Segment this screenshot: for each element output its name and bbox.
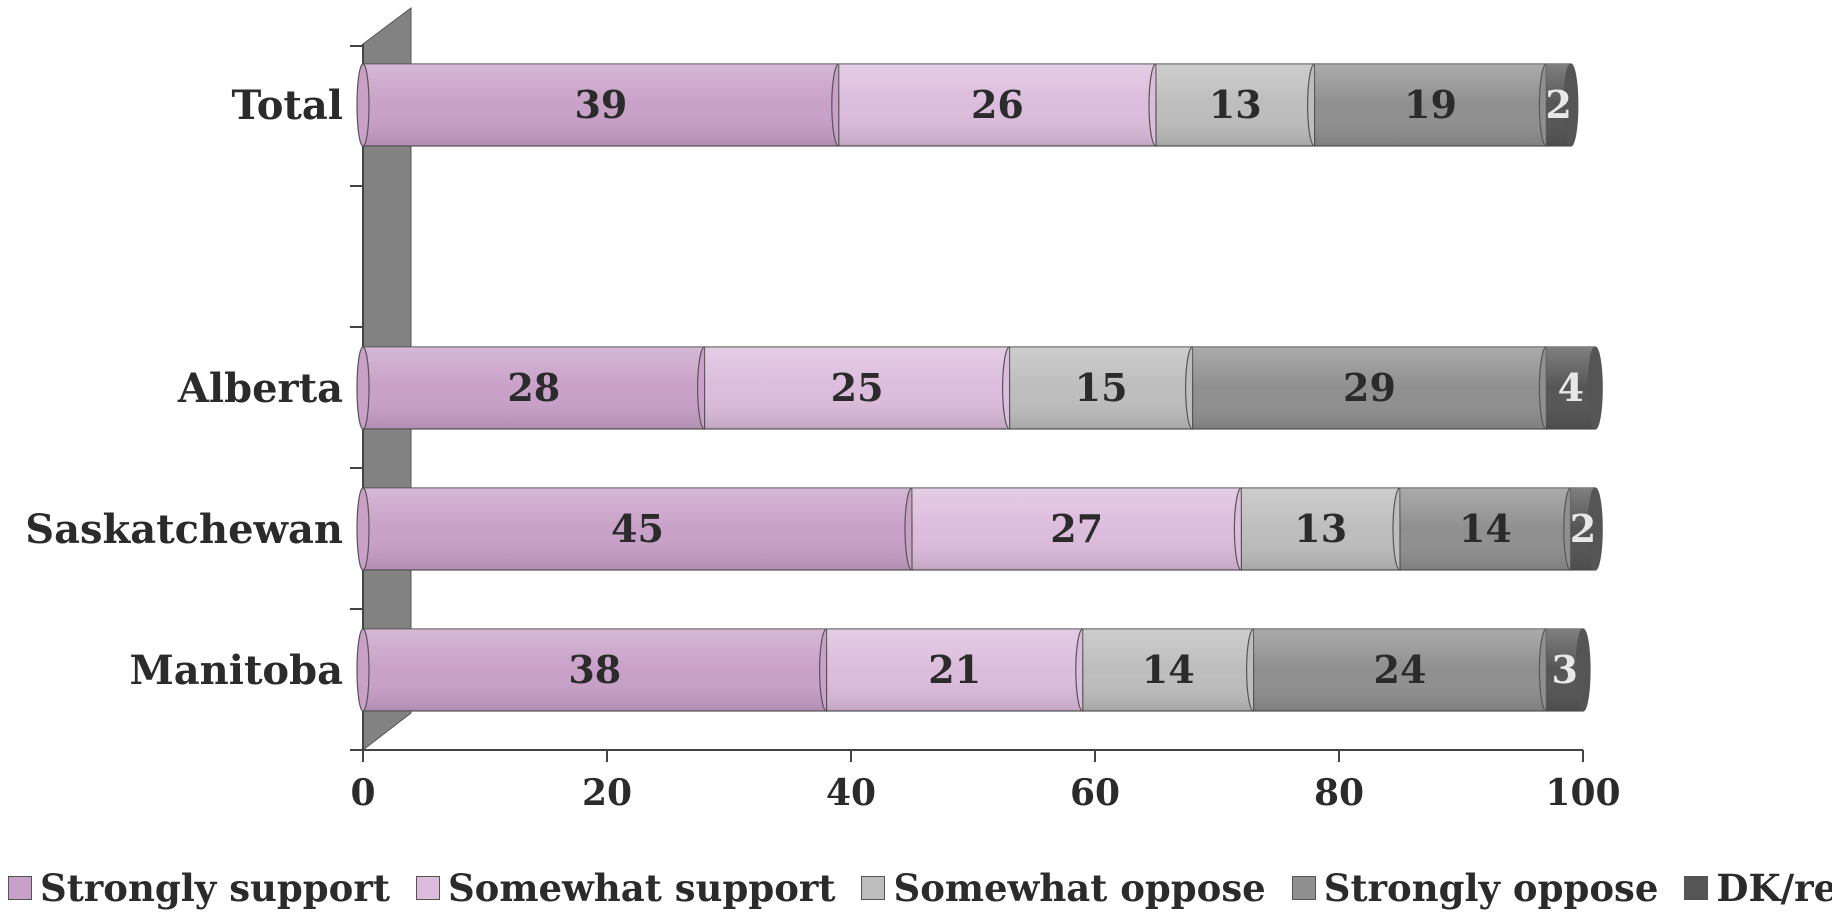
legend-label-somewhat-oppose: Somewhat oppose [893, 866, 1266, 910]
legend-swatch-somewhat-oppose [861, 876, 886, 900]
bar-total-dk-ref-cap [1563, 63, 1579, 147]
bar-alberta-dk-ref-cap [1587, 346, 1603, 430]
data-label-total-strongly-support: 39 [574, 82, 627, 127]
category-label-alberta: Alberta [177, 365, 343, 412]
bar-saskatchewan-start-cap [356, 487, 370, 571]
bar-row-saskatchewan: 45 27 13 14 2 [356, 487, 1603, 571]
legend-item-strongly-oppose: Strongly oppose [1291, 866, 1659, 910]
data-label-saskatchewan-strongly-oppose: 14 [1459, 506, 1512, 551]
stacked-bar-chart: 39 26 13 19 2 28 25 15 29 4 45 27 13 14 2 38 21 14 24 3 Tot… [25, 7, 1621, 814]
x-axis: 0 20 40 60 80 100 [350, 749, 1621, 814]
data-label-alberta-somewhat-oppose: 15 [1075, 365, 1128, 410]
data-label-saskatchewan-strongly-support: 45 [611, 506, 664, 551]
bar-alberta-strongly-support-shading [363, 347, 705, 429]
bar-total-start-cap [356, 63, 370, 147]
legend-swatch-strongly-oppose [1291, 876, 1316, 900]
legend-swatch-strongly-support [8, 876, 32, 900]
bar-saskatchewan-dk-ref-cap [1587, 487, 1603, 571]
x-tick-label-40: 40 [826, 772, 876, 814]
legend-label-strongly-support: Strongly support [40, 866, 390, 910]
data-label-saskatchewan-somewhat-support: 27 [1050, 506, 1103, 551]
data-label-alberta-strongly-support: 28 [507, 365, 560, 410]
data-label-saskatchewan-dk-ref: 2 [1570, 506, 1596, 551]
bar-manitoba-somewhat-support-shading [826, 629, 1083, 711]
data-label-total-somewhat-oppose: 13 [1209, 82, 1262, 127]
bar-saskatchewan-strongly-oppose-shading [1400, 488, 1571, 570]
legend-item-dk-ref: DK/ref [1684, 866, 1832, 910]
data-label-saskatchewan-somewhat-oppose: 13 [1294, 506, 1347, 551]
legend-label-somewhat-support: Somewhat support [447, 866, 836, 910]
x-tick-label-60: 60 [1070, 772, 1120, 814]
data-label-manitoba-somewhat-support: 21 [928, 647, 981, 692]
category-label-saskatchewan: Saskatchewan [25, 506, 343, 553]
legend-swatch-dk-ref [1684, 876, 1709, 900]
legend-label-dk-ref: DK/ref [1716, 866, 1832, 910]
bar-row-manitoba: 38 21 14 24 3 [356, 628, 1591, 712]
data-label-alberta-strongly-oppose: 29 [1343, 365, 1396, 410]
data-label-manitoba-strongly-oppose: 24 [1374, 647, 1427, 692]
bar-saskatchewan-somewhat-oppose-shading [1241, 488, 1400, 570]
data-label-total-strongly-oppose: 19 [1404, 82, 1457, 127]
bar-manitoba-dk-ref-cap [1575, 628, 1591, 712]
data-label-manitoba-somewhat-oppose: 14 [1142, 647, 1195, 692]
category-label-manitoba: Manitoba [129, 647, 343, 694]
data-label-alberta-somewhat-support: 25 [831, 365, 884, 410]
legend-item-strongly-support: Strongly support [8, 866, 390, 910]
x-tick-label-0: 0 [350, 772, 375, 814]
bar-total-strongly-support-shading [363, 64, 839, 146]
bar-alberta-somewhat-oppose-shading [1009, 347, 1193, 429]
legend-swatch-somewhat-support [415, 876, 440, 900]
x-tick-label-80: 80 [1314, 772, 1364, 814]
category-labels: Total Alberta Saskatchewan Manitoba [25, 82, 343, 694]
bar-alberta-strongly-oppose-shading [1192, 347, 1547, 429]
bar-manitoba-strongly-support-shading [363, 629, 827, 711]
bar-total-somewhat-oppose-shading [1156, 64, 1315, 146]
bar-manitoba-start-cap [356, 628, 370, 712]
bar-row-total: 39 26 13 19 2 [356, 63, 1579, 147]
legend: Strongly support Somewhat support Somewhat… [8, 866, 1832, 910]
data-label-total-dk-ref: 2 [1545, 82, 1571, 127]
x-tick-label-100: 100 [1545, 772, 1620, 814]
bar-manitoba-somewhat-oppose-shading [1082, 629, 1254, 711]
data-label-alberta-dk-ref: 4 [1558, 365, 1584, 410]
data-label-manitoba-strongly-support: 38 [568, 647, 621, 692]
bars-layer: 39 26 13 19 2 28 25 15 29 4 45 27 13 14 2 38 21 14 24 3 [356, 63, 1603, 712]
legend-item-somewhat-oppose: Somewhat oppose [861, 866, 1266, 910]
bar-saskatchewan-strongly-support-shading [363, 488, 912, 570]
data-label-total-somewhat-support: 26 [971, 82, 1024, 127]
bar-total-strongly-oppose-shading [1314, 64, 1547, 146]
category-label-total: Total [232, 82, 343, 129]
bar-alberta-dk-ref-shading [1546, 347, 1596, 429]
x-tick-label-20: 20 [582, 772, 632, 814]
bar-manitoba-strongly-oppose-shading [1253, 629, 1547, 711]
bar-alberta-somewhat-support-shading [704, 347, 1010, 429]
legend-label-strongly-oppose: Strongly oppose [1323, 866, 1659, 910]
bar-saskatchewan-somewhat-support-shading [912, 488, 1242, 570]
bar-alberta-start-cap [356, 346, 370, 430]
bar-row-alberta: 28 25 15 29 4 [356, 346, 1603, 430]
data-label-manitoba-dk-ref: 3 [1551, 647, 1577, 692]
legend-item-somewhat-support: Somewhat support [415, 866, 836, 910]
bar-total-somewhat-support-shading [838, 64, 1156, 146]
